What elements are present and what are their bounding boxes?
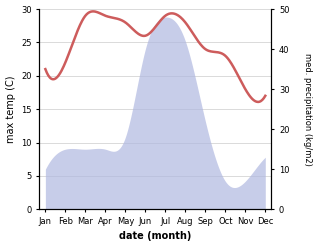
Y-axis label: max temp (C): max temp (C) [5, 75, 16, 143]
X-axis label: date (month): date (month) [119, 231, 191, 242]
Y-axis label: med. precipitation (kg/m2): med. precipitation (kg/m2) [303, 53, 313, 165]
